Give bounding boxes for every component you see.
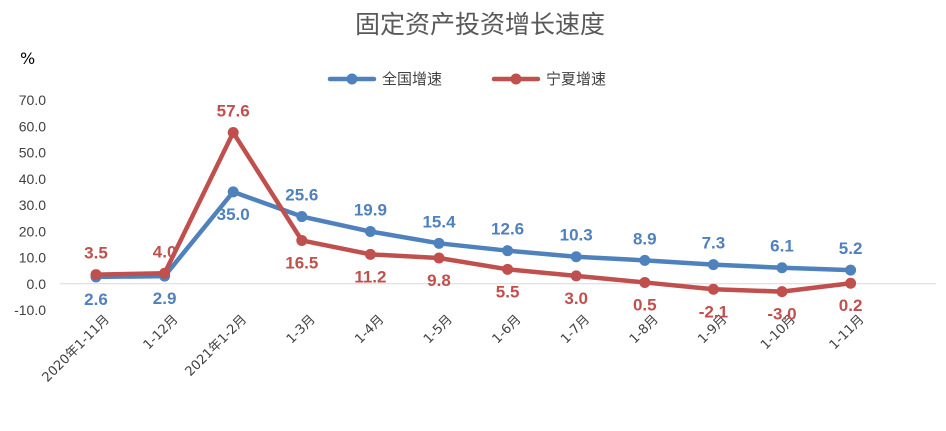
- data-label: 11.2: [354, 267, 386, 286]
- data-point: [707, 283, 719, 295]
- data-point: [227, 127, 239, 139]
- data-point: [639, 276, 651, 288]
- data-point: [639, 254, 651, 266]
- data-label: 35.0: [217, 205, 250, 224]
- series-lines: [90, 127, 857, 298]
- data-label: 9.8: [427, 271, 451, 290]
- data-point: [227, 186, 239, 198]
- data-label: 2.6: [84, 290, 108, 309]
- data-label: 5.5: [496, 282, 520, 301]
- data-label: 6.1: [770, 237, 794, 256]
- y-tick-label: 30.0: [19, 197, 46, 213]
- legend-label: 宁夏增速: [546, 70, 606, 88]
- data-point: [776, 286, 788, 298]
- x-tick-label: 1-12月: [141, 312, 182, 353]
- data-point: [845, 277, 857, 289]
- y-axis-unit: %: [20, 49, 35, 68]
- data-point: [707, 259, 719, 271]
- data-label: 10.3: [560, 226, 593, 245]
- x-tick-label: 2021年1-2月: [183, 312, 250, 379]
- y-tick-label: 10.0: [19, 250, 46, 266]
- x-tick-label: 1-6月: [490, 312, 525, 347]
- data-point: [776, 262, 788, 274]
- data-point: [364, 248, 376, 260]
- x-tick-label: 1-8月: [627, 312, 662, 347]
- data-point: [433, 237, 445, 249]
- data-label: 12.6: [491, 220, 524, 239]
- data-point: [364, 226, 376, 238]
- legend-label: 全国增速: [382, 70, 442, 88]
- data-label: 0.5: [633, 295, 657, 314]
- data-label: 57.6: [217, 102, 250, 121]
- y-tick-label: 40.0: [19, 171, 46, 187]
- legend-swatch-marker: [510, 73, 522, 85]
- data-label: -3.0: [767, 305, 796, 324]
- y-tick-label: -10.0: [14, 302, 46, 318]
- chart-title: 固定资产投资增长速度: [355, 10, 605, 39]
- data-label: 7.3: [702, 234, 726, 253]
- x-tick-label: 2020年1-11月: [40, 312, 113, 385]
- data-point: [90, 269, 102, 281]
- data-label: 19.9: [354, 201, 387, 220]
- data-label: 15.4: [422, 212, 456, 231]
- y-tick-label: 50.0: [19, 145, 46, 161]
- legend: 全国增速 宁夏增速: [327, 70, 606, 88]
- y-tick-label: 60.0: [19, 118, 46, 134]
- data-labels: 2.6 2.9 35.0 25.6 19.9 15.4 12.6 10.3 8.9 7.3 6.1 5…: [84, 102, 862, 324]
- data-point: [570, 251, 582, 263]
- data-point: [296, 211, 308, 223]
- x-tick-label: 1-3月: [284, 312, 319, 347]
- data-label: 3.5: [84, 244, 108, 263]
- data-label: 2.9: [153, 289, 177, 308]
- x-tick-label: 1-4月: [352, 312, 387, 347]
- data-label: 16.5: [285, 253, 318, 272]
- data-label: 8.9: [633, 229, 657, 248]
- data-label: 25.6: [285, 186, 318, 205]
- data-point: [502, 245, 514, 257]
- data-label: 0.2: [839, 296, 863, 315]
- data-point: [159, 267, 171, 279]
- x-tick-label: 1-5月: [421, 312, 456, 347]
- data-point: [296, 234, 308, 246]
- x-tick-label: 1-7月: [558, 312, 593, 347]
- x-tick-label: 1-11月: [827, 312, 868, 353]
- data-label: 5.2: [839, 239, 863, 258]
- data-point: [570, 270, 582, 282]
- data-point: [845, 264, 857, 276]
- data-point: [502, 263, 514, 275]
- series-line-0: [93, 189, 853, 280]
- series-line-1: [93, 130, 853, 294]
- data-label: 4.0: [153, 242, 177, 261]
- data-point: [433, 252, 445, 264]
- y-tick-label: 20.0: [19, 223, 46, 239]
- data-label: -2.1: [699, 302, 728, 321]
- y-tick-label: 0.0: [27, 276, 47, 292]
- data-label: 3.0: [564, 289, 588, 308]
- legend-swatch-marker: [346, 73, 358, 85]
- y-tick-label: 70.0: [19, 92, 46, 108]
- axes: -10.0 0.0 10.0 20.0 30.0 40.0 50.0 60.0 70.0 2020…: [14, 92, 936, 385]
